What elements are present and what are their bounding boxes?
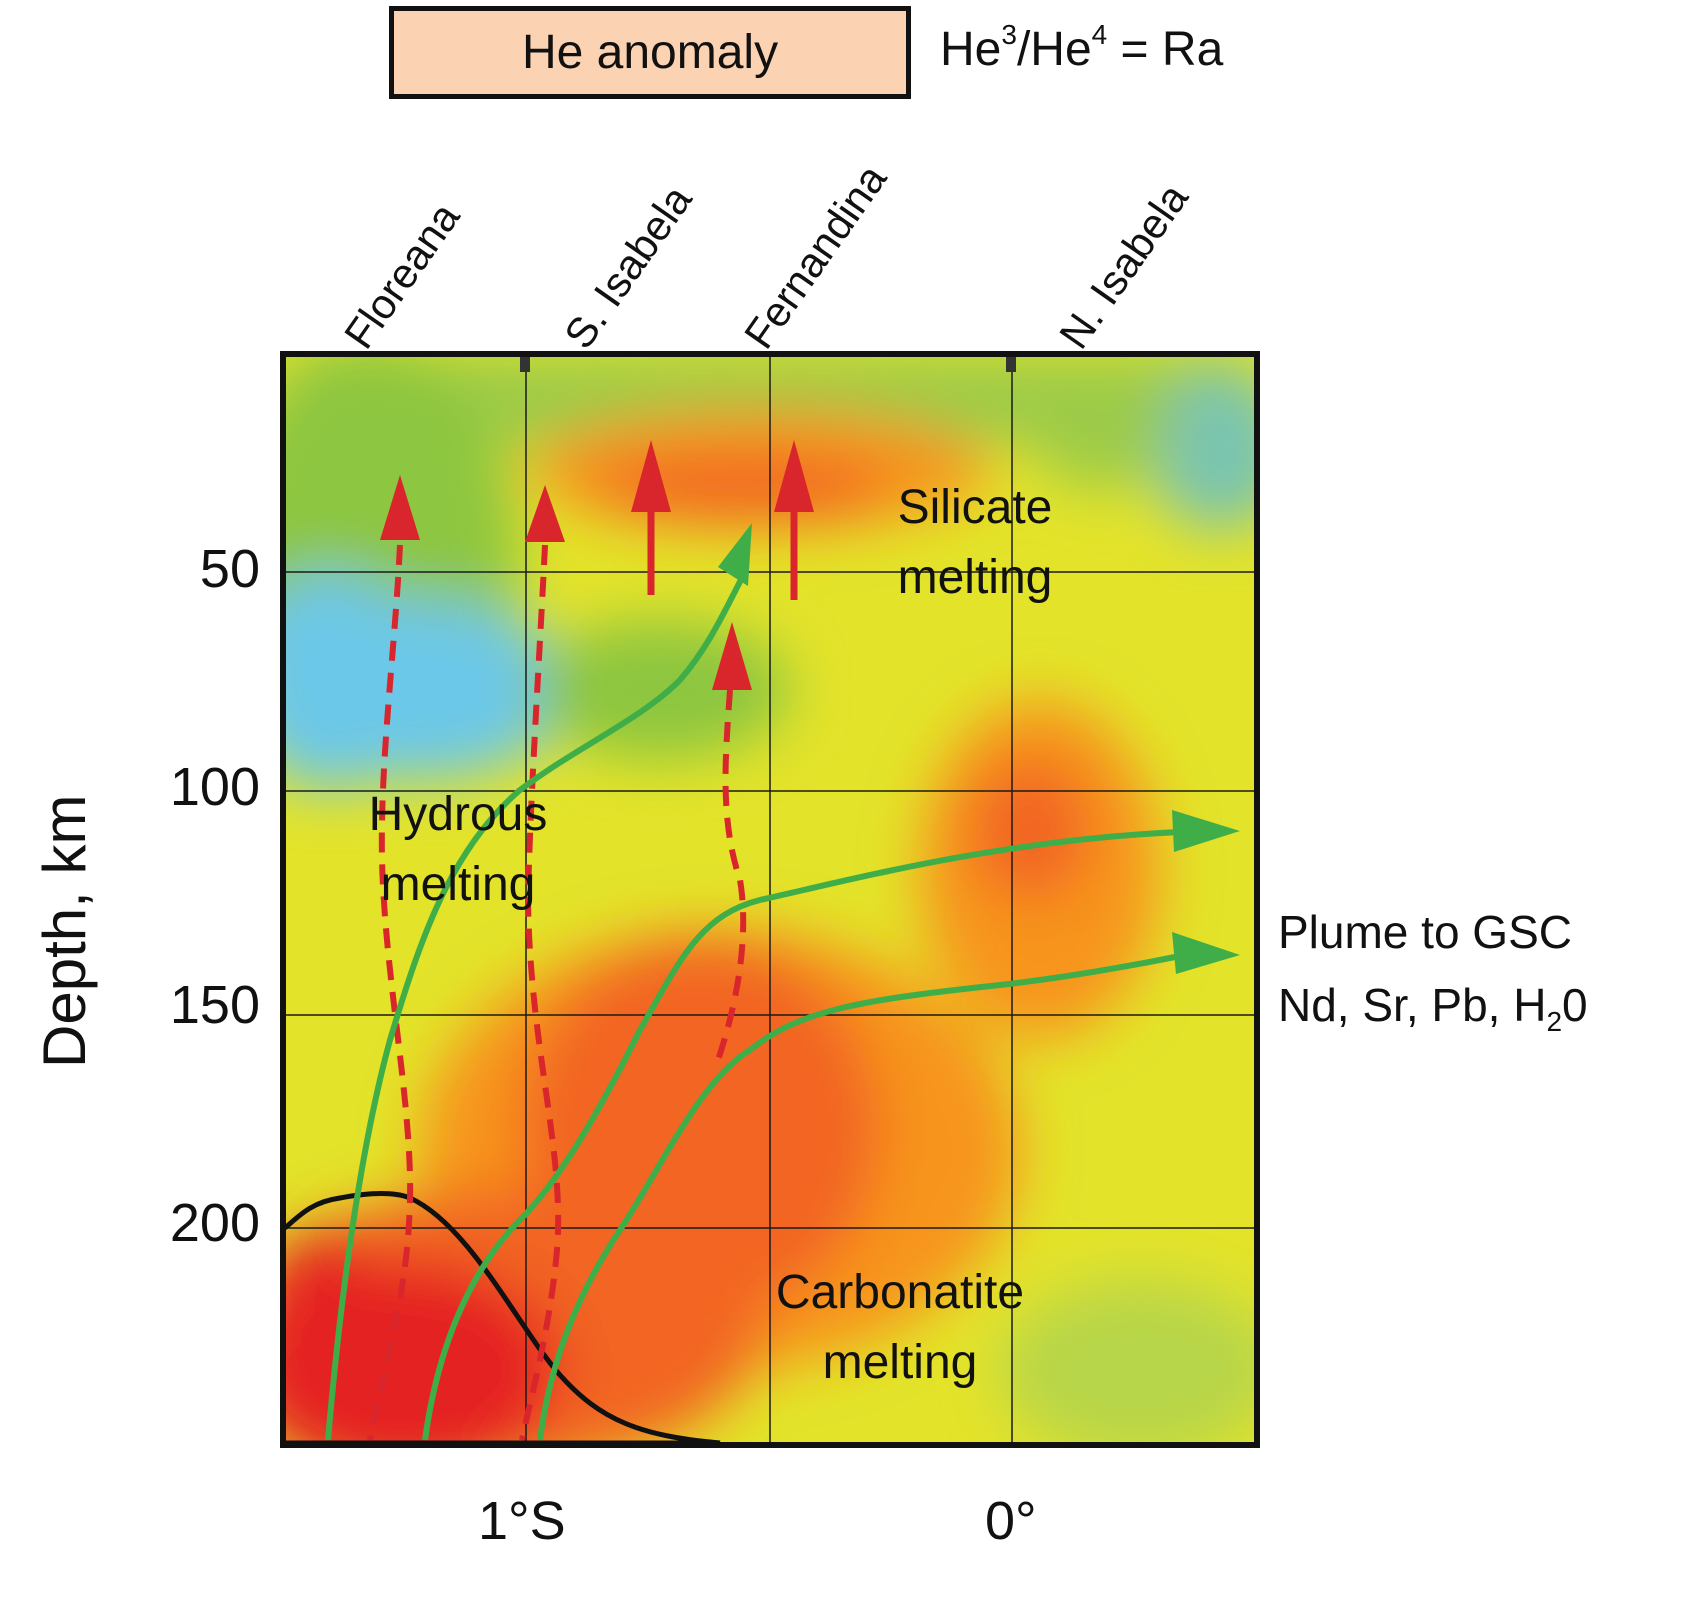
y-tick-150: 150 xyxy=(169,975,260,1035)
grid xyxy=(283,354,1257,1445)
legend-label: He anomaly xyxy=(521,26,779,79)
zone-hydrous-1: Hydrous xyxy=(369,788,548,841)
melt-arrowheads xyxy=(380,475,752,690)
y-tick-100: 100 xyxy=(169,757,260,817)
plume-label-2: Nd, Sr, Pb, H20 xyxy=(1278,979,1588,1038)
zone-silicate-2: melting xyxy=(898,551,1053,604)
zone-hydrous-2: melting xyxy=(381,858,536,911)
plume-flow-lines xyxy=(325,570,1181,1441)
zone-carbonatite-1: Carbonatite xyxy=(776,1266,1024,1319)
he-ratio-label: He3/He4 = Ra xyxy=(940,19,1224,76)
zone-labels: Silicate melting Hydrous melting Carbona… xyxy=(369,481,1053,1389)
x-tick-1s: 1°S xyxy=(478,1491,566,1551)
site-tick-marks xyxy=(520,354,1016,372)
he-anomaly-curve xyxy=(283,1191,721,1446)
plot-frame xyxy=(280,351,1260,1448)
zone-carbonatite-2: melting xyxy=(823,1336,978,1389)
y-tick-200: 200 xyxy=(169,1193,260,1253)
silicate-melt-arrows xyxy=(631,440,814,600)
y-tick-50: 50 xyxy=(199,539,260,599)
plume-label-1: Plume to GSC xyxy=(1278,906,1572,958)
he-anomaly-legend: He anomaly xyxy=(389,6,911,99)
x-tick-0: 0° xyxy=(985,1491,1037,1551)
zone-silicate-1: Silicate xyxy=(898,481,1053,534)
plume-arrowheads xyxy=(718,523,1240,974)
melt-path-dashed xyxy=(367,544,747,1441)
